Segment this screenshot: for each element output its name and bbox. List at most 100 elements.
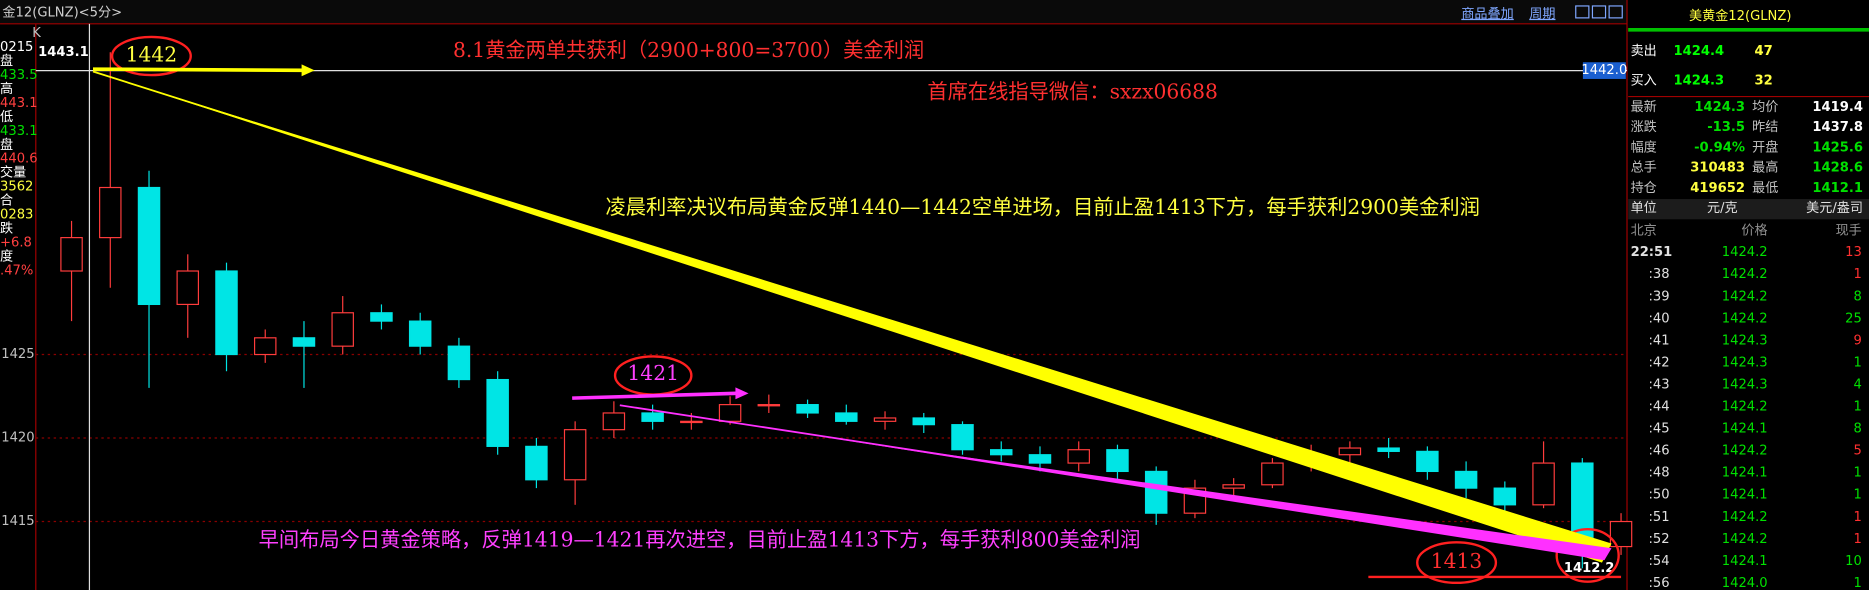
trade-price: 1424.2 [1722, 510, 1768, 525]
info-label: 盘 [0, 52, 13, 69]
stat-cell: 1437.8 [1812, 120, 1863, 135]
quote-label: 买入 [1631, 73, 1657, 89]
quote-volume: 47 [1755, 44, 1773, 59]
stat-cell: 1412.1 [1812, 181, 1863, 196]
trade-volume: 1 [1853, 488, 1861, 503]
trade-price: 1424.1 [1722, 422, 1768, 437]
trade-price: 1424.2 [1722, 267, 1768, 282]
cursor-price-box [1582, 62, 1626, 79]
unit-label: 美元/盎司 [1806, 200, 1863, 216]
trade-volume: 1 [1853, 267, 1861, 282]
ellipse-mark [1555, 528, 1620, 583]
ellipse-mark [1416, 541, 1498, 585]
candle-body [873, 417, 897, 422]
arrow-head [735, 387, 749, 400]
info-label: 跌 [0, 220, 13, 236]
trade-price: 1424.2 [1722, 400, 1768, 415]
symbol-title: 金12(GLNZ)<5分> [2, 5, 122, 21]
trade-volume: 4 [1853, 377, 1861, 392]
annotation: 1421 [627, 361, 679, 385]
stat-cell: 最低 [1752, 180, 1778, 196]
info-label: +6.8 [0, 235, 32, 250]
info-label: 433.1 [0, 124, 38, 139]
quote-price: 1424.3 [1673, 74, 1724, 89]
candle-body [602, 412, 626, 431]
unit-label: 元/克 [1707, 200, 1738, 216]
candle-body [641, 412, 664, 422]
candle-body [1067, 449, 1090, 464]
trade-time: :56 [1648, 576, 1669, 590]
trade-price: 1424.1 [1722, 488, 1768, 503]
panel-header [1628, 0, 1869, 29]
info-label: 交量 [0, 164, 26, 181]
stat-cell: 涨跌 [1631, 119, 1657, 135]
stat-cell: 1419.4 [1812, 100, 1863, 115]
trade-price: 1424.1 [1722, 554, 1768, 569]
trade-price: 1424.2 [1722, 532, 1768, 547]
candle-body [253, 337, 277, 356]
trade-price: 1424.1 [1722, 466, 1768, 481]
stat-cell: -0.94% [1694, 140, 1745, 155]
candle-body [796, 404, 819, 414]
candle-body [912, 417, 936, 426]
annotation: 1413 [1431, 549, 1483, 573]
stat-cell: 总手 [1631, 160, 1657, 176]
info-label: 3562 [0, 180, 33, 195]
stat-cell: 昨结 [1752, 119, 1778, 135]
trade-volume: 1 [1853, 355, 1861, 370]
candle-body [215, 270, 238, 356]
trade-time: :52 [1648, 532, 1669, 547]
period-link[interactable]: 周期 [1529, 6, 1555, 22]
candle-body [60, 237, 83, 272]
stat-cell: 1425.6 [1812, 140, 1863, 155]
quote-panel: 美黄金12(GLNZ) 卖出 1424.4 47 买入 1424.3 32 最新 1424.3… [1628, 0, 1869, 590]
trade-price: 1424.2 [1722, 311, 1768, 326]
trade-time: :50 [1648, 488, 1669, 503]
annotation: 凌晨利率决议布局黄金反弹1440—1442空单进场，目前止盈1413下方，每手获… [606, 195, 1480, 219]
ellipse-mark [110, 35, 192, 77]
candle-body [757, 404, 781, 407]
trade-price: 1424.3 [1722, 377, 1768, 392]
trade-time: :41 [1648, 333, 1669, 348]
trade-time: :40 [1648, 311, 1669, 326]
stat-cell: 幅度 [1631, 139, 1657, 155]
high-label: 1443.1 [38, 45, 89, 60]
trade-volume: 1 [1853, 466, 1861, 481]
trade-time: :38 [1648, 267, 1669, 282]
trade-volume: 5 [1853, 444, 1861, 459]
candle-body [99, 186, 122, 239]
trade-volume: 1 [1853, 510, 1861, 525]
trade-time: :39 [1648, 289, 1669, 304]
trade-price: 1424.3 [1722, 355, 1768, 370]
units-bar [1628, 199, 1869, 220]
panel-title: 美黄金12(GLNZ) [1689, 8, 1792, 24]
trade-time: :51 [1648, 510, 1669, 525]
stat-cell: -13.5 [1707, 120, 1745, 135]
window-button[interactable] [1591, 5, 1607, 19]
stat-cell: 310483 [1690, 161, 1745, 176]
candle-body [1532, 462, 1555, 506]
window-button[interactable] [1608, 5, 1623, 19]
candle-body [1338, 447, 1362, 456]
trade-volume: 1 [1853, 400, 1861, 415]
trade-time: :54 [1648, 554, 1669, 569]
top-bar [0, 0, 1628, 24]
stat-cell: 最高 [1752, 159, 1778, 176]
stat-cell: 最新 [1631, 99, 1657, 115]
trend-arrow [93, 71, 1612, 563]
candle-body [1222, 484, 1245, 489]
info-label: 0215 [0, 40, 33, 55]
stat-cell: 持仓 [1631, 180, 1657, 196]
annotation: 1442 [126, 43, 178, 67]
candle-body [176, 270, 200, 306]
candle-body [989, 449, 1013, 456]
trade-volume: 10 [1845, 554, 1862, 569]
y-tick-label: 1415 [1, 514, 34, 529]
overlay-link[interactable]: 商品叠加 [1461, 6, 1513, 22]
trade-price: 1424.0 [1722, 576, 1768, 590]
window-button[interactable] [1575, 5, 1590, 19]
candle-body [1028, 454, 1052, 464]
trade-volume: 8 [1853, 422, 1861, 437]
